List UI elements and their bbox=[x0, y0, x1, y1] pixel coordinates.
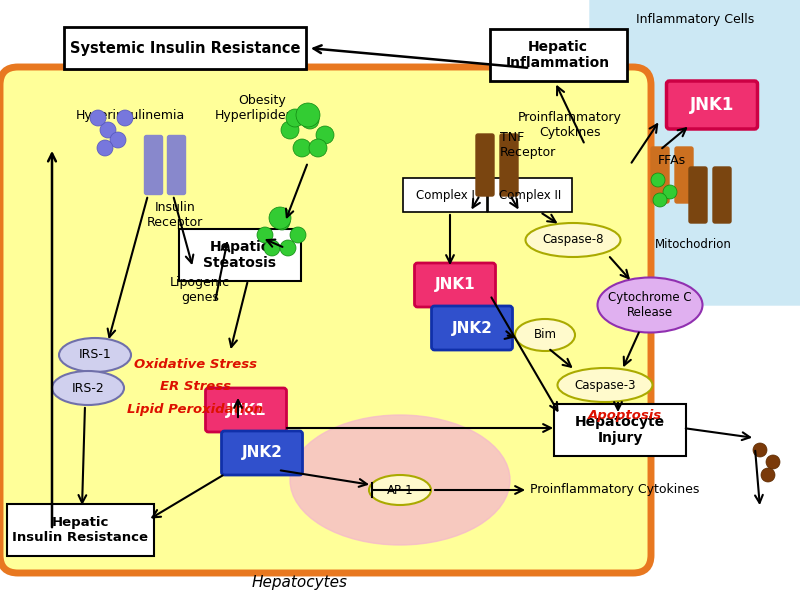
Text: JNK1: JNK1 bbox=[434, 277, 475, 292]
Text: AP-1: AP-1 bbox=[386, 483, 414, 497]
Ellipse shape bbox=[369, 475, 431, 505]
FancyBboxPatch shape bbox=[490, 29, 626, 81]
Text: JNK2: JNK2 bbox=[451, 320, 493, 335]
Circle shape bbox=[296, 103, 320, 127]
Text: JNK2: JNK2 bbox=[242, 446, 282, 461]
FancyBboxPatch shape bbox=[0, 67, 651, 573]
FancyBboxPatch shape bbox=[179, 229, 301, 281]
FancyBboxPatch shape bbox=[6, 504, 154, 556]
FancyBboxPatch shape bbox=[488, 178, 572, 212]
FancyBboxPatch shape bbox=[651, 147, 669, 203]
Text: Systemic Insulin Resistance: Systemic Insulin Resistance bbox=[70, 41, 300, 56]
Text: Hepatic
Insulin Resistance: Hepatic Insulin Resistance bbox=[12, 516, 148, 544]
Circle shape bbox=[269, 207, 291, 229]
Circle shape bbox=[766, 455, 780, 469]
FancyBboxPatch shape bbox=[675, 147, 693, 203]
Text: FFAs: FFAs bbox=[658, 153, 686, 167]
FancyBboxPatch shape bbox=[167, 135, 186, 195]
Ellipse shape bbox=[52, 371, 124, 405]
Text: JNK1: JNK1 bbox=[690, 96, 734, 114]
Ellipse shape bbox=[59, 338, 131, 372]
FancyBboxPatch shape bbox=[206, 388, 286, 432]
Text: JNK1: JNK1 bbox=[226, 403, 266, 418]
Circle shape bbox=[651, 173, 665, 187]
Ellipse shape bbox=[515, 319, 575, 351]
FancyBboxPatch shape bbox=[222, 431, 302, 475]
Ellipse shape bbox=[290, 415, 510, 545]
Text: Caspase-8: Caspase-8 bbox=[542, 234, 604, 247]
FancyBboxPatch shape bbox=[500, 134, 518, 196]
Ellipse shape bbox=[526, 223, 621, 257]
Text: FFAs: FFAs bbox=[296, 141, 324, 155]
Ellipse shape bbox=[558, 368, 653, 402]
FancyBboxPatch shape bbox=[689, 167, 707, 223]
Circle shape bbox=[753, 443, 767, 457]
Text: Complex I: Complex I bbox=[415, 189, 474, 201]
Text: Complex II: Complex II bbox=[499, 189, 561, 201]
FancyBboxPatch shape bbox=[414, 263, 495, 307]
Text: Obesity
Hyperlipidemia: Obesity Hyperlipidemia bbox=[214, 94, 310, 122]
Circle shape bbox=[117, 110, 133, 126]
FancyBboxPatch shape bbox=[145, 135, 162, 195]
FancyBboxPatch shape bbox=[431, 306, 513, 350]
Text: Cytochrome C
Release: Cytochrome C Release bbox=[608, 291, 692, 319]
Circle shape bbox=[301, 111, 319, 129]
Text: Inflammatory Cells: Inflammatory Cells bbox=[636, 14, 754, 26]
Text: Proinflammatory
Cytokines: Proinflammatory Cytokines bbox=[518, 111, 622, 139]
FancyBboxPatch shape bbox=[590, 0, 800, 305]
Circle shape bbox=[290, 227, 306, 243]
Text: Insulin
Receptor: Insulin Receptor bbox=[147, 201, 203, 229]
FancyBboxPatch shape bbox=[403, 178, 487, 212]
Text: Proinflammatory Cytokines: Proinflammatory Cytokines bbox=[530, 483, 699, 497]
Text: Hyperinsulinemia: Hyperinsulinemia bbox=[75, 108, 185, 122]
Text: Caspase-3: Caspase-3 bbox=[574, 379, 636, 392]
Text: Mitochodrion: Mitochodrion bbox=[655, 238, 732, 252]
Text: Apoptosis: Apoptosis bbox=[588, 409, 662, 422]
FancyBboxPatch shape bbox=[554, 404, 686, 456]
Text: Bim: Bim bbox=[534, 328, 557, 341]
Text: Hepatocyte
Injury: Hepatocyte Injury bbox=[575, 415, 665, 445]
Circle shape bbox=[97, 140, 113, 156]
Text: Hepatic
Steatosis: Hepatic Steatosis bbox=[203, 240, 277, 270]
FancyBboxPatch shape bbox=[476, 134, 494, 196]
Circle shape bbox=[257, 227, 273, 243]
Text: Oxidative Stress: Oxidative Stress bbox=[134, 358, 257, 371]
Circle shape bbox=[110, 132, 126, 148]
Circle shape bbox=[264, 240, 280, 256]
Circle shape bbox=[309, 139, 327, 157]
Circle shape bbox=[316, 126, 334, 144]
Circle shape bbox=[274, 214, 290, 230]
Circle shape bbox=[663, 185, 677, 199]
Text: ER Stress: ER Stress bbox=[159, 380, 230, 394]
FancyBboxPatch shape bbox=[713, 167, 731, 223]
FancyBboxPatch shape bbox=[666, 81, 758, 129]
Circle shape bbox=[90, 110, 106, 126]
Circle shape bbox=[653, 193, 667, 207]
Circle shape bbox=[280, 240, 296, 256]
Text: Lipogenic
genes: Lipogenic genes bbox=[170, 276, 230, 304]
Circle shape bbox=[281, 121, 299, 139]
Text: Lipid Peroxidation: Lipid Peroxidation bbox=[127, 403, 263, 416]
Ellipse shape bbox=[598, 277, 702, 332]
Text: TNF
Receptor: TNF Receptor bbox=[500, 131, 556, 159]
Circle shape bbox=[293, 139, 311, 157]
Circle shape bbox=[761, 468, 775, 482]
FancyBboxPatch shape bbox=[64, 27, 306, 69]
Text: Hepatic
Inflammation: Hepatic Inflammation bbox=[506, 40, 610, 70]
Text: Hepatocytes: Hepatocytes bbox=[252, 574, 348, 589]
Text: IRS-1: IRS-1 bbox=[78, 349, 111, 362]
Text: IRS-2: IRS-2 bbox=[72, 382, 104, 395]
Circle shape bbox=[100, 122, 116, 138]
Circle shape bbox=[286, 109, 304, 127]
